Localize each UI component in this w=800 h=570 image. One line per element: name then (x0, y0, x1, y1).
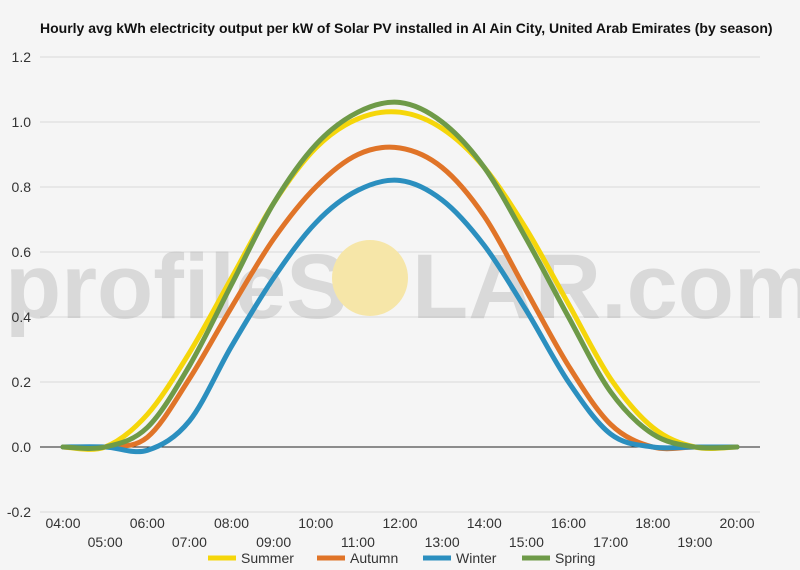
x-tick-label: 20:00 (719, 515, 754, 531)
y-tick-label: 0.8 (12, 179, 32, 195)
x-tick-label: 09:00 (256, 534, 291, 550)
x-axis: 04:00 05:00 06:00 07:00 08:00 09:00 10:00 11:00… (45, 515, 754, 550)
x-tick-label: 12:00 (382, 515, 417, 531)
x-tick-label: 17:00 (593, 534, 628, 550)
y-tick-label: 0.6 (12, 244, 32, 260)
series-lines (60, 99, 740, 455)
legend-label: Winter (456, 550, 497, 566)
series-line-spring (60, 99, 740, 451)
x-tick-label: 14:00 (467, 515, 502, 531)
legend-label: Spring (555, 550, 595, 566)
x-tick-label: 05:00 (88, 534, 123, 550)
x-tick-label: 15:00 (509, 534, 544, 550)
y-axis: -0.2 0.0 0.2 0.4 0.6 0.8 1.0 1.2 (7, 49, 31, 520)
x-tick-label: 19:00 (677, 534, 712, 550)
legend-label: Summer (241, 550, 294, 566)
y-tick-label: 1.2 (12, 49, 32, 65)
series-line-autumn (60, 144, 740, 452)
legend-item-autumn: Autumn (317, 550, 398, 566)
legend-item-summer: Summer (208, 550, 294, 566)
watermark-text-left: profileS (5, 236, 347, 338)
y-tick-label: 1.0 (12, 114, 32, 130)
x-tick-label: 13:00 (425, 534, 460, 550)
gridlines (40, 56, 760, 513)
legend: Summer Autumn Winter Spring (208, 550, 595, 566)
series-line-summer (60, 109, 740, 452)
x-tick-label: 18:00 (635, 515, 670, 531)
y-tick-label: -0.2 (7, 504, 31, 520)
x-tick-label: 06:00 (130, 515, 165, 531)
y-tick-label: 0.4 (12, 309, 32, 325)
watermark: profileS LAR.com (5, 236, 800, 338)
series-line-winter (60, 177, 740, 455)
x-tick-label: 10:00 (298, 515, 333, 531)
x-tick-label: 11:00 (341, 534, 375, 550)
watermark-text-right: LAR.com (412, 236, 800, 338)
legend-label: Autumn (350, 550, 398, 566)
x-tick-label: 08:00 (214, 515, 249, 531)
legend-item-spring: Spring (522, 550, 595, 566)
chart-title: Hourly avg kWh electricity output per kW… (40, 20, 773, 36)
watermark-sun-icon (332, 240, 408, 316)
y-tick-label: 0.2 (12, 374, 32, 390)
legend-item-winter: Winter (423, 550, 497, 566)
x-tick-label: 07:00 (172, 534, 207, 550)
y-tick-label: 0.0 (12, 439, 32, 455)
x-tick-label: 04:00 (45, 515, 80, 531)
x-tick-label: 16:00 (551, 515, 586, 531)
